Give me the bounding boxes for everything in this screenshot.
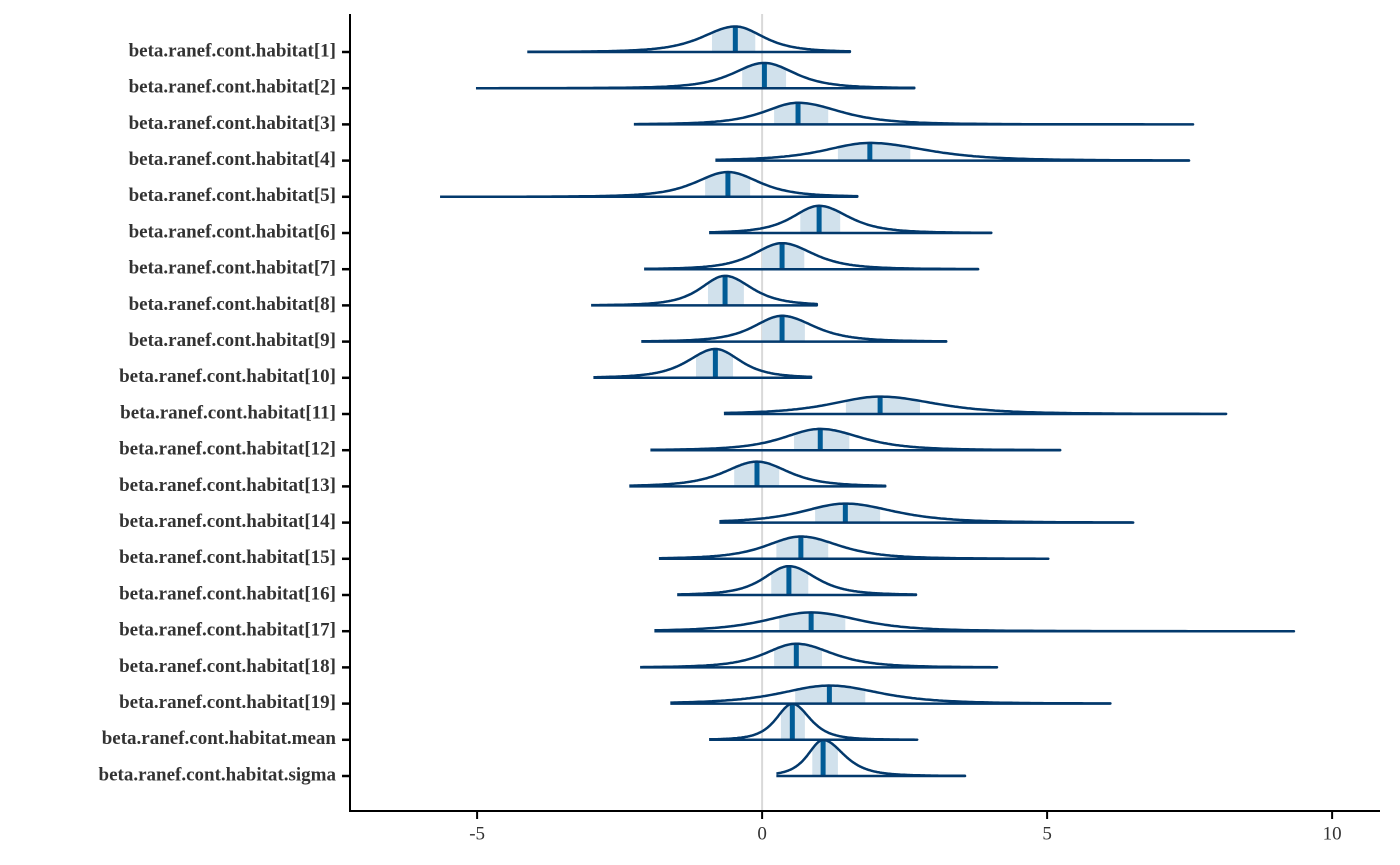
y-tick-label: beta.ranef.cont.habitat[10] xyxy=(119,366,336,387)
density-outline xyxy=(475,61,916,90)
density-outline xyxy=(640,642,999,669)
density-outline xyxy=(440,170,859,199)
x-tick-label: 0 xyxy=(757,823,767,844)
density-outline xyxy=(629,460,887,488)
y-tick-label: beta.ranef.cont.habitat[17] xyxy=(119,620,336,641)
y-tick-label: beta.ranef.cont.habitat[5] xyxy=(129,185,336,206)
y-tick-label: beta.ranef.cont.habitat[7] xyxy=(129,258,336,279)
density-outline xyxy=(644,241,980,271)
y-tick-label: beta.ranef.cont.habitat[1] xyxy=(129,40,336,61)
y-tick-label: beta.ranef.cont.habitat[15] xyxy=(119,547,336,568)
y-tick-label: beta.ranef.cont.habitat[13] xyxy=(119,475,336,496)
density-outline xyxy=(633,101,1195,126)
y-tick-label: beta.ranef.cont.habitat[12] xyxy=(119,439,336,460)
y-tick-label: beta.ranef.cont.habitat[6] xyxy=(129,221,336,242)
y-tick-label: beta.ranef.cont.habitat[14] xyxy=(119,511,336,532)
inner-interval xyxy=(845,396,921,414)
density-outline xyxy=(527,25,852,54)
y-tick-label: beta.ranef.cont.habitat[18] xyxy=(119,656,336,677)
y-tick-label: beta.ranef.cont.habitat[8] xyxy=(129,294,336,315)
density-outline xyxy=(670,684,1112,705)
x-tick-label: 5 xyxy=(1042,823,1052,844)
density-outline xyxy=(641,314,948,343)
y-tick-label: beta.ranef.cont.habitat[19] xyxy=(119,692,336,713)
density-outline xyxy=(654,611,1296,633)
density-outline xyxy=(590,274,819,307)
y-tick-label: beta.ranef.cont.habitat[4] xyxy=(129,149,336,170)
inner-interval xyxy=(774,102,829,125)
density-outline xyxy=(708,702,919,742)
density-outline xyxy=(776,738,967,778)
y-tick-label: beta.ranef.cont.habitat[11] xyxy=(120,402,336,423)
x-tick-label: 10 xyxy=(1323,823,1342,844)
y-tick-label: beta.ranef.cont.habitat[3] xyxy=(129,113,336,134)
density-outline xyxy=(723,395,1228,416)
y-tick-label: beta.ranef.cont.habitat.mean xyxy=(102,728,337,749)
x-tick-label: -5 xyxy=(469,823,485,844)
density-outline xyxy=(715,141,1191,162)
y-tick-label: beta.ranef.cont.habitat[9] xyxy=(129,330,336,351)
y-tick-label: beta.ranef.cont.habitat.sigma xyxy=(99,764,337,785)
density-outline xyxy=(593,347,813,380)
density-outline xyxy=(650,427,1062,452)
density-outline xyxy=(719,502,1135,524)
inner-interval xyxy=(837,142,911,161)
density-outline xyxy=(677,564,918,597)
density-outline xyxy=(709,204,993,235)
y-tick-label: beta.ranef.cont.habitat[2] xyxy=(129,77,336,98)
density-outline xyxy=(658,535,1050,561)
y-tick-label: beta.ranef.cont.habitat[16] xyxy=(119,583,336,604)
